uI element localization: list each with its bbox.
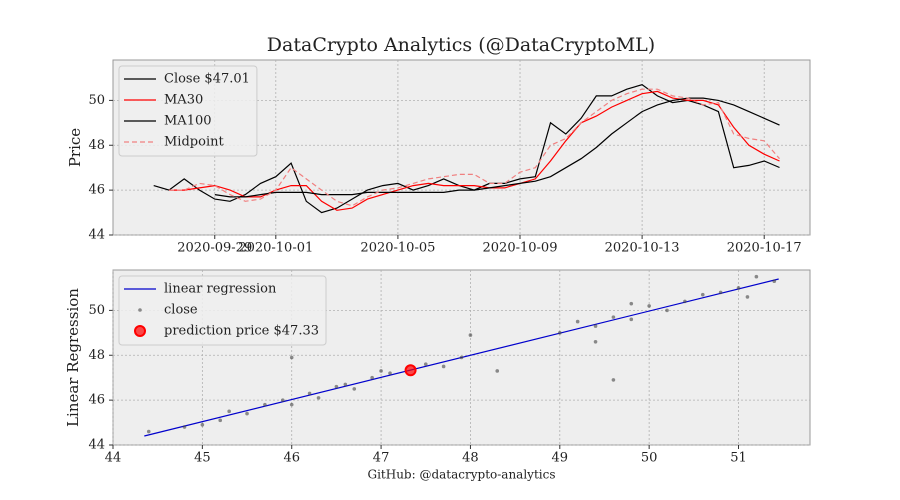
y-tick-label: 44 <box>88 438 105 453</box>
x-tick-label: 45 <box>194 451 211 466</box>
x-tick-label: 50 <box>641 451 658 466</box>
legend-label: Close $47.01 <box>164 72 250 87</box>
x-tick-label: 49 <box>552 451 569 466</box>
legend-label: MA30 <box>164 93 203 108</box>
legend-swatch <box>138 308 142 312</box>
y-axis-label: Linear Regression <box>64 288 82 427</box>
series-line <box>169 90 780 211</box>
scatter-point <box>718 290 723 295</box>
x-axis-label: GitHub: @datacrypto-analytics <box>367 468 555 482</box>
scatter-point <box>343 382 348 387</box>
y-tick-label: 50 <box>88 93 105 108</box>
x-tick-label: 2020-10-01 <box>238 241 313 256</box>
x-tick-label: 2020-09-29 <box>177 241 252 256</box>
legend-label: MA100 <box>164 114 212 129</box>
x-tick-label: 51 <box>730 451 747 466</box>
scatter-point <box>316 396 321 400</box>
scatter-point <box>611 315 616 319</box>
legend-label: prediction price $47.33 <box>164 324 319 339</box>
scatter-point <box>557 331 562 335</box>
scatter-point <box>307 391 312 396</box>
scatter-point <box>745 295 750 299</box>
chart-title: DataCrypto Analytics (@DataCryptoML) <box>267 34 655 56</box>
scatter-point <box>647 304 651 308</box>
scatter-point <box>593 339 598 344</box>
legend-label: Midpoint <box>164 135 224 150</box>
x-tick-label: 2020-10-17 <box>727 241 802 256</box>
series-line <box>169 88 780 207</box>
series-line <box>153 84 780 214</box>
scatter-point <box>227 409 231 414</box>
y-tick-label: 46 <box>88 183 105 198</box>
x-tick-label: 48 <box>462 451 479 466</box>
x-tick-label: 2020-10-13 <box>605 241 680 256</box>
scatter-point <box>593 324 598 328</box>
scatter-point <box>736 286 741 290</box>
prediction-point <box>404 364 417 377</box>
scatter-point <box>352 387 357 391</box>
scatter-point <box>468 333 473 337</box>
y-tick-label: 48 <box>88 348 105 363</box>
legend-swatch <box>134 325 146 337</box>
legend-label: linear regression <box>164 282 277 297</box>
scatter-point <box>289 402 294 407</box>
scatter-point <box>629 317 634 322</box>
scatter-point <box>423 362 428 367</box>
x-tick-label: 2020-10-09 <box>483 241 558 256</box>
scatter-point <box>700 292 705 297</box>
legend: linear regression close prediction price $… <box>118 275 327 346</box>
scatter-point <box>629 301 634 306</box>
scatter-point <box>379 369 383 373</box>
scatter-point <box>388 371 392 376</box>
scatter-point <box>200 423 205 427</box>
series-line <box>214 97 780 198</box>
scatter-point <box>683 299 687 304</box>
scatter-point <box>495 369 500 373</box>
scatter-point <box>611 378 616 382</box>
legend-label: close <box>164 303 198 318</box>
legend: Close $47.01 MA30 MA100 Midpoint <box>118 65 258 157</box>
x-tick-label: 44 <box>105 451 122 466</box>
scatter-point <box>245 411 249 416</box>
y-tick-label: 44 <box>88 228 105 243</box>
scatter-point <box>182 425 187 429</box>
scatter-point <box>370 375 374 380</box>
x-tick-label: 2020-10-05 <box>360 241 435 256</box>
scatter-point <box>146 429 151 434</box>
scatter-point <box>665 308 669 313</box>
scatter-point <box>218 418 223 423</box>
scatter-point <box>754 274 759 279</box>
x-tick-label: 47 <box>373 451 390 466</box>
scatter-point <box>280 398 285 402</box>
y-tick-label: 46 <box>88 393 105 408</box>
x-tick-label: 46 <box>283 451 300 466</box>
scatter-point <box>459 355 464 360</box>
legend-box <box>118 275 327 346</box>
scatter-point <box>575 319 580 324</box>
y-tick-label: 48 <box>88 138 105 153</box>
scatter-point <box>772 279 777 284</box>
scatter-point <box>441 364 446 369</box>
scatter-point <box>334 384 339 389</box>
scatter-point <box>263 402 267 407</box>
scatter-point <box>289 355 294 360</box>
y-tick-label: 50 <box>88 303 105 318</box>
y-axis-label: Price <box>66 128 84 167</box>
legend-box <box>118 65 258 157</box>
